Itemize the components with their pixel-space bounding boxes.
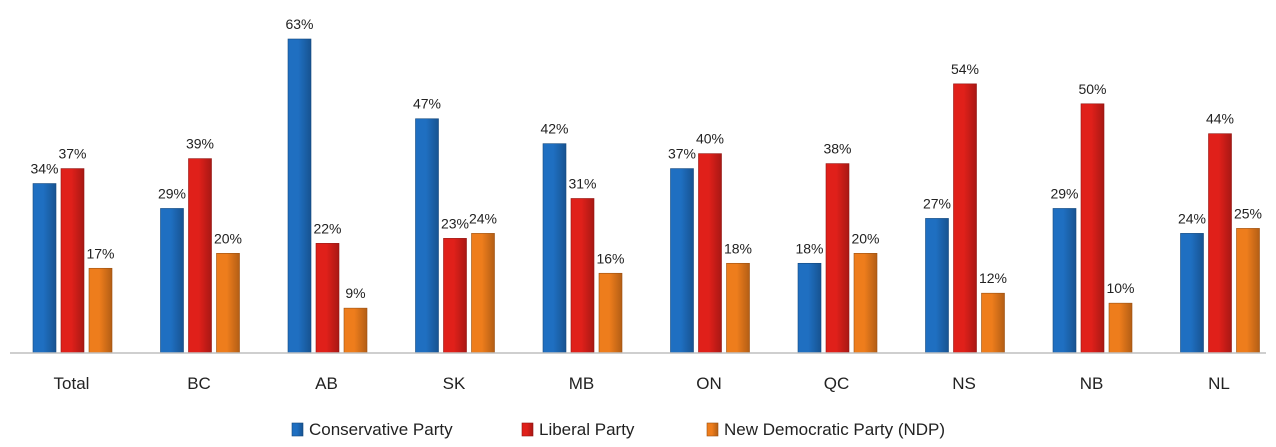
bar-nl-series-0 [1180, 233, 1204, 354]
data-label-ns-series-1: 54% [951, 61, 979, 77]
bars-layer [32, 38, 1260, 354]
bar-nb-series-0 [1052, 208, 1077, 354]
bar-sk-series-0 [415, 118, 439, 354]
data-label-qc-series-2: 20% [851, 230, 879, 246]
bar-nb-series-2 [1108, 302, 1133, 354]
x-tick-label-qc: QC [824, 374, 850, 393]
bar-ns-series-2 [981, 292, 1005, 354]
x-tick-label-nb: NB [1080, 374, 1104, 393]
bar-qc-series-0 [797, 262, 822, 354]
data-label-total-series-1: 37% [58, 146, 86, 162]
bar-sk-series-1 [443, 238, 467, 354]
legend-label-series-1: Liberal Party [539, 420, 635, 439]
data-label-ab-series-0: 63% [285, 16, 313, 32]
bar-mb-series-0 [542, 143, 567, 354]
bar-bc-series-1 [188, 158, 212, 354]
data-label-bc-series-0: 29% [158, 185, 186, 201]
data-label-mb-series-0: 42% [540, 121, 568, 137]
legend-label-series-2: New Democratic Party (NDP) [724, 420, 945, 439]
bar-on-series-2 [726, 262, 750, 354]
x-tick-label-bc: BC [187, 374, 211, 393]
x-tick-label-on: ON [696, 374, 722, 393]
bar-mb-series-2 [598, 272, 623, 354]
legend-label-series-0: Conservative Party [309, 420, 453, 439]
x-tick-label-ns: NS [952, 374, 976, 393]
data-label-ns-series-0: 27% [923, 195, 951, 211]
data-label-sk-series-1: 23% [441, 215, 469, 231]
bar-sk-series-2 [471, 233, 495, 354]
data-label-sk-series-2: 24% [469, 210, 497, 226]
bar-total-series-0 [32, 183, 57, 354]
bar-on-series-0 [670, 168, 694, 354]
bar-ns-series-0 [925, 218, 949, 354]
bar-ab-series-0 [287, 38, 312, 354]
data-label-on-series-0: 37% [668, 146, 696, 162]
data-label-nb-series-2: 10% [1106, 280, 1134, 296]
data-label-mb-series-2: 16% [596, 250, 624, 266]
bar-total-series-1 [60, 168, 85, 354]
data-label-bc-series-1: 39% [186, 136, 214, 152]
bar-bc-series-2 [216, 253, 240, 354]
data-labels-layer: 34%37%17%29%39%20%63%22%9%47%23% 24%42%31… [30, 16, 1262, 301]
bar-total-series-2 [88, 267, 113, 354]
bar-nl-series-2 [1236, 228, 1260, 354]
data-label-mb-series-1: 31% [568, 175, 596, 191]
data-label-on-series-2: 18% [724, 240, 752, 256]
bar-on-series-1 [698, 153, 722, 354]
data-label-on-series-1: 40% [696, 131, 724, 147]
x-axis-ticks: Total BC AB SK MB ON QC NS NB NL [54, 374, 1230, 393]
bar-ab-series-2 [343, 307, 368, 354]
legend-swatch-series-2 [706, 422, 719, 437]
x-tick-label-sk: SK [443, 374, 466, 393]
data-label-nl-series-2: 25% [1234, 205, 1262, 221]
data-label-nl-series-1: 44% [1206, 111, 1234, 127]
data-label-nb-series-1: 50% [1078, 81, 1106, 97]
data-label-sk-series-0: 47% [413, 96, 441, 112]
legend-swatch-series-0 [291, 422, 304, 437]
data-label-nb-series-0: 29% [1050, 185, 1078, 201]
x-tick-label-total: Total [54, 374, 90, 393]
bar-nb-series-1 [1080, 103, 1105, 354]
legend-swatch-series-1 [521, 422, 534, 437]
data-label-ab-series-2: 9% [345, 285, 365, 301]
bar-bc-series-0 [160, 208, 184, 354]
data-label-total-series-0: 34% [30, 161, 58, 177]
data-label-ns-series-2: 12% [979, 270, 1007, 286]
bar-ab-series-1 [315, 243, 340, 354]
data-label-total-series-2: 17% [86, 245, 114, 261]
x-tick-label-ab: AB [315, 374, 338, 393]
bar-qc-series-2 [853, 253, 878, 354]
data-label-bc-series-2: 20% [214, 230, 242, 246]
data-label-qc-series-1: 38% [823, 141, 851, 157]
data-label-ab-series-1: 22% [313, 220, 341, 236]
data-label-nl-series-0: 24% [1178, 210, 1206, 226]
x-tick-label-mb: MB [569, 374, 595, 393]
bar-mb-series-1 [570, 198, 595, 354]
x-tick-label-nl: NL [1208, 374, 1230, 393]
data-label-qc-series-0: 18% [795, 240, 823, 256]
legend: Conservative Party Liberal Party New Democ… [291, 420, 945, 439]
bar-ns-series-1 [953, 83, 977, 354]
bar-nl-series-1 [1208, 133, 1232, 354]
bar-qc-series-1 [825, 163, 850, 354]
